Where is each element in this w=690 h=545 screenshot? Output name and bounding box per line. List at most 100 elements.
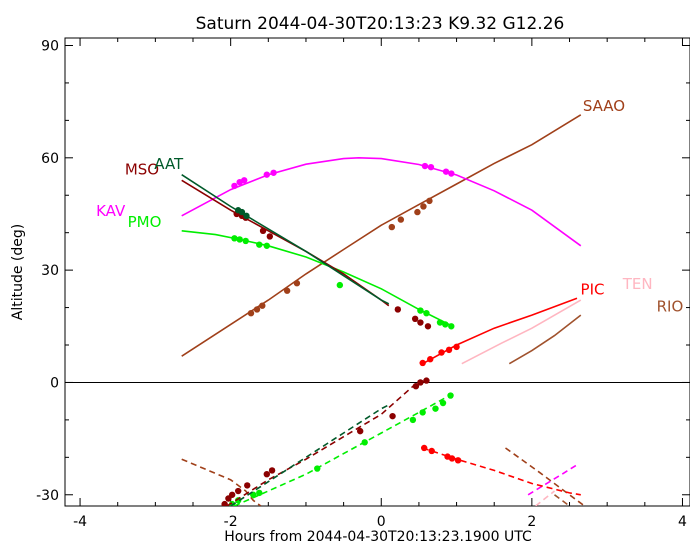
- series-rio: [508, 314, 582, 365]
- series-line: [234, 392, 454, 506]
- data-point: [420, 444, 428, 452]
- series-pmo: [181, 230, 455, 330]
- data-point: [231, 235, 238, 242]
- series-segment-10: [230, 404, 390, 506]
- data-point: [423, 377, 430, 384]
- series-segment-4: [527, 464, 578, 496]
- data-point: [253, 306, 261, 313]
- data-point: [426, 197, 433, 205]
- series-line: [554, 494, 570, 506]
- x-tick-label: -2: [224, 514, 238, 530]
- series-line: [422, 297, 578, 365]
- series-label-saao: SAAO: [583, 97, 625, 115]
- data-point: [263, 242, 271, 249]
- data-point: [438, 349, 445, 356]
- series-line: [535, 490, 555, 506]
- series-label-pic: PIC: [581, 280, 605, 298]
- data-point: [247, 309, 255, 317]
- y-tick-label: 0: [50, 375, 59, 391]
- series-line: [181, 174, 390, 305]
- series-segment-16: [554, 494, 570, 506]
- data-point: [423, 309, 430, 317]
- data-point: [231, 182, 238, 190]
- series-mso: [181, 179, 432, 330]
- series-label-mso: MSO: [125, 161, 159, 179]
- data-point: [442, 168, 450, 175]
- data-point: [221, 500, 228, 506]
- series-ten: [461, 299, 582, 365]
- data-point: [238, 208, 246, 216]
- data-point: [388, 223, 396, 231]
- data-point: [256, 489, 263, 497]
- data-point: [454, 457, 462, 464]
- data-point: [414, 208, 421, 216]
- data-point: [336, 281, 344, 289]
- data-point: [270, 169, 277, 176]
- series-segment-8: [221, 377, 430, 506]
- data-point: [417, 307, 424, 314]
- series-label-rio: RIO: [657, 297, 684, 315]
- data-point: [263, 470, 271, 478]
- data-point: [417, 319, 424, 326]
- x-axis-label: Hours from 2044-04-30T20:13:23.1900 UTC: [224, 529, 532, 545]
- data-point: [244, 482, 251, 489]
- series-line: [181, 114, 582, 357]
- data-point: [419, 409, 426, 416]
- series-pic: [419, 297, 578, 367]
- data-point: [453, 343, 460, 351]
- data-point: [259, 302, 266, 309]
- y-tick-label: 30: [41, 263, 59, 279]
- data-point: [263, 171, 271, 178]
- data-point: [394, 306, 402, 313]
- series-line: [461, 299, 582, 365]
- data-point: [427, 356, 434, 363]
- data-point: [447, 392, 454, 399]
- data-point: [409, 416, 417, 424]
- series-segment-2: [505, 447, 586, 506]
- series-line: [181, 230, 454, 328]
- data-point: [356, 427, 364, 435]
- data-point: [243, 212, 250, 220]
- data-point: [412, 382, 420, 390]
- data-point: [419, 359, 426, 367]
- data-point: [314, 465, 321, 472]
- data-point: [389, 412, 396, 420]
- x-tick-label: 0: [377, 514, 386, 530]
- data-point: [228, 491, 236, 498]
- axis-ticks: -4 -2 0 2 4 -30 0 30 60 90: [36, 38, 690, 530]
- series-line: [230, 404, 390, 506]
- data-point: [256, 241, 263, 248]
- plot-frame: [64, 37, 690, 507]
- series-segment-6: [228, 392, 454, 506]
- data-point: [259, 227, 267, 235]
- data-point: [234, 487, 242, 495]
- data-point: [439, 399, 447, 407]
- series-line: [527, 464, 578, 496]
- series-label-aat: AAT: [154, 155, 184, 173]
- series-line: [181, 156, 582, 247]
- series-segment-1: [181, 458, 262, 506]
- y-tick-label: 90: [41, 38, 59, 54]
- series-line: [422, 447, 581, 496]
- x-tick-label: 2: [527, 514, 536, 530]
- data-point: [417, 379, 424, 386]
- data-point: [242, 237, 249, 245]
- series-line: [508, 314, 582, 365]
- series-aat: [181, 174, 390, 305]
- data-point: [268, 467, 276, 474]
- series-segment-14: [535, 490, 555, 506]
- series-kav: [181, 156, 582, 247]
- data-point: [397, 216, 405, 223]
- y-tick-label: 60: [41, 151, 59, 167]
- x-tick-label: -4: [73, 514, 87, 530]
- data-point: [432, 405, 439, 412]
- data-point: [420, 203, 427, 210]
- data-point: [293, 280, 301, 287]
- y-tick-label: -30: [36, 488, 59, 504]
- chart-title: Saturn 2044-04-30T20:13:23 K9.32 G12.26: [196, 14, 565, 34]
- data-point: [445, 346, 453, 354]
- data-point: [283, 287, 291, 294]
- data-point: [436, 319, 444, 326]
